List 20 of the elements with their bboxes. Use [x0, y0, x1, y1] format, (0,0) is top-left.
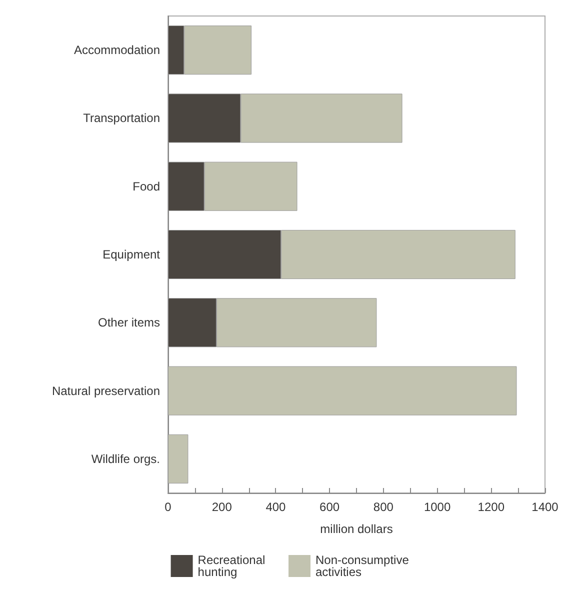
y-tick-label: Equipment — [102, 248, 161, 262]
x-tick-label: 1400 — [532, 500, 559, 514]
y-tick-label: Food — [132, 179, 160, 194]
x-tick-label: 0 — [164, 500, 172, 514]
x-tick-label: 600 — [320, 500, 340, 514]
legend-label: Non-consumptive activities — [316, 553, 412, 579]
y-tick-label: Accommodation — [74, 43, 160, 58]
x-tick-label: 400 — [266, 500, 286, 514]
y-tick-label: Natural preservation — [52, 384, 160, 398]
bar — [168, 366, 517, 416]
y-tick-label: Other items — [98, 316, 160, 330]
x-tick-label: 200 — [212, 500, 232, 514]
bar — [168, 434, 188, 484]
x-tick-label: 1000 — [424, 500, 451, 514]
x-tick-label: 1200 — [478, 500, 505, 514]
y-tick-label: Transportation — [83, 111, 160, 126]
x-tick-label: 800 — [373, 500, 394, 514]
y-tick-label: Wildlife orgs. — [91, 452, 160, 466]
x-axis-title: million dollars — [320, 522, 393, 536]
legend-label: Recreational hunting — [198, 553, 269, 579]
